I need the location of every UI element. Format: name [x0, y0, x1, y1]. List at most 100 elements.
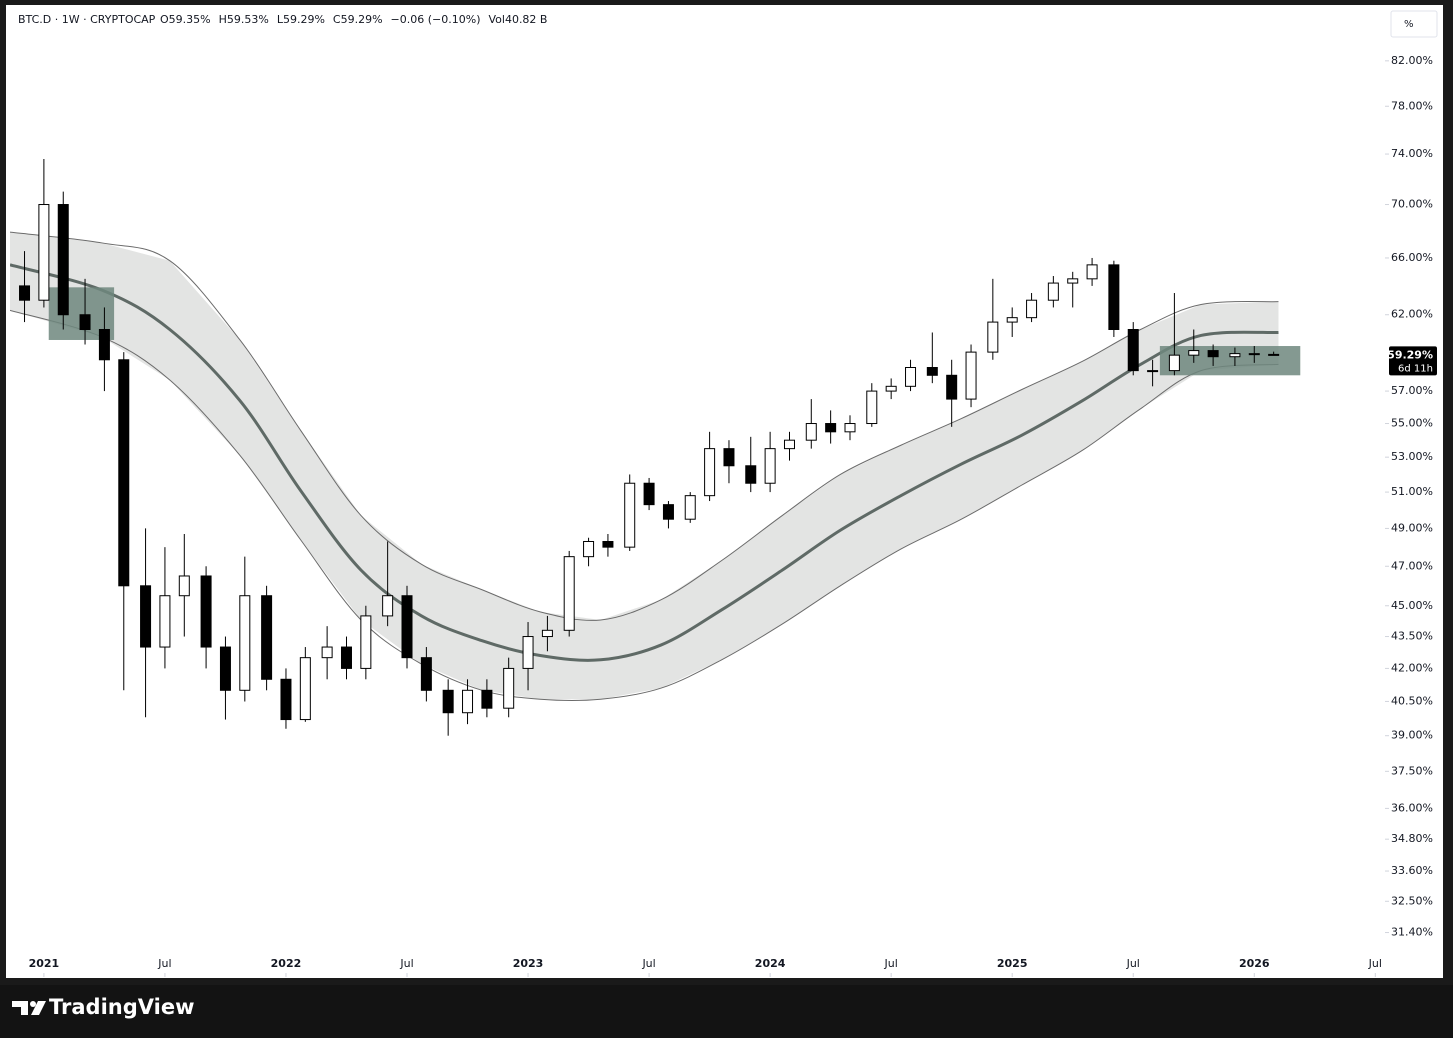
ohlc-value: O59.35% [160, 13, 211, 26]
candle-body [98, 328, 110, 361]
candle-body [200, 575, 212, 648]
candle-body [118, 359, 130, 587]
candle-body [624, 482, 636, 548]
x-tick-label: Jul [157, 957, 171, 970]
y-tick-label: 34.80% [1391, 832, 1433, 845]
x-tick-label: Jul [884, 957, 898, 970]
candle-body [1127, 328, 1139, 372]
x-tick-label: Jul [399, 957, 413, 970]
candle-body [866, 390, 878, 425]
axes: 82.00% 78.00% 74.00% 70.00% 66.00% 62.00% 57.0… [29, 54, 1437, 977]
countdown-label: 6d 11h [1398, 363, 1433, 374]
x-tick-label: Jul [1368, 957, 1382, 970]
candle-body [1268, 353, 1280, 356]
candle-body [299, 657, 311, 721]
candle-body [1026, 299, 1038, 319]
candle-body [261, 595, 273, 680]
band-upper [10, 231, 1279, 621]
chart-title: BTC.D · 1W · CRYPTOCAP [18, 13, 156, 26]
x-tick-label: 2021 [29, 957, 60, 970]
chart-panel [6, 5, 1443, 978]
y-tick-label: 82.00% [1391, 54, 1433, 67]
x-tick-label: 2026 [1239, 957, 1270, 970]
x-tick-label: Jul [641, 957, 655, 970]
footer [0, 985, 1453, 1038]
change-value: −0.06 (−0.10%) [391, 13, 481, 26]
candle-body [401, 595, 413, 659]
candle-body [905, 367, 917, 387]
y-tick-label: 70.00% [1391, 198, 1433, 211]
zone [1159, 346, 1301, 376]
candle-body [965, 351, 977, 400]
candle-body [321, 646, 333, 659]
plot-area [10, 158, 1301, 736]
candle-body [885, 385, 897, 392]
ohlc-value: L59.29% [277, 13, 325, 26]
candle-body [764, 448, 776, 484]
candle-body [602, 540, 614, 548]
candle-body [1086, 264, 1098, 280]
y-tick-label: 33.60% [1391, 864, 1433, 877]
volume-value: Vol40.82 B [488, 13, 547, 26]
candle-body [684, 495, 696, 520]
ohlc-value: C59.29% [333, 13, 383, 26]
candle-body [79, 314, 91, 330]
candle-body [219, 646, 231, 691]
y-tick-label: 55.00% [1391, 417, 1433, 430]
brand-logo [12, 1001, 46, 1015]
y-tick-label: 57.00% [1391, 384, 1433, 397]
y-tick-label: 32.50% [1391, 894, 1433, 907]
brand: TradingView [49, 995, 194, 1019]
last-price-label: 59.29% [1387, 348, 1433, 361]
y-tick-label: 43.50% [1391, 630, 1433, 643]
y-tick-label: 78.00% [1391, 99, 1433, 112]
y-tick-label: 51.00% [1391, 485, 1433, 498]
candle-body [280, 678, 292, 721]
candle-body [38, 204, 50, 301]
candle-body [239, 595, 251, 691]
candle-body [360, 615, 372, 669]
legend-values: O59.35% H59.53% L59.29% C59.29% −0.06 (−0.10… [160, 13, 547, 26]
candle-body [522, 636, 534, 669]
y-tick-label: 62.00% [1391, 308, 1433, 321]
x-tick-label: 2024 [755, 957, 786, 970]
candle-body [178, 575, 190, 597]
x-tick-label: 2022 [271, 957, 302, 970]
y-tick-label: 39.00% [1391, 729, 1433, 742]
scale-button[interactable] [1390, 10, 1438, 38]
candle-body [1229, 353, 1241, 358]
candle-body [1047, 282, 1059, 301]
x-tick-label: 2025 [997, 957, 1028, 970]
candle-body [745, 465, 757, 484]
y-tick-label: 53.00% [1391, 450, 1433, 463]
x-tick-label: 2023 [513, 957, 544, 970]
candle-body [1067, 278, 1079, 284]
candle-body [541, 629, 553, 638]
candle-body [420, 657, 432, 691]
y-tick-label: 31.40% [1391, 926, 1433, 939]
candle-body [723, 448, 735, 467]
candle-body [643, 482, 655, 506]
band-fill [10, 232, 1279, 700]
candle-body [926, 367, 938, 376]
candle-body [805, 423, 817, 441]
candle-body [1108, 264, 1120, 330]
y-tick-label: 47.00% [1391, 559, 1433, 572]
candle-body [704, 448, 716, 497]
candle-body [1168, 354, 1180, 372]
candle-body [462, 689, 474, 714]
y-tick-label: 49.00% [1391, 521, 1433, 534]
candle-body [946, 374, 958, 400]
y-tick-label: 42.00% [1391, 661, 1433, 674]
candle-body [844, 423, 856, 433]
candle-body [987, 321, 999, 353]
y-tick-label: 40.50% [1391, 694, 1433, 707]
candle-body [662, 504, 674, 520]
band-middle [10, 263, 1279, 662]
scale-button-label[interactable]: % [1404, 19, 1414, 30]
candle-body [382, 595, 394, 617]
last-price-box [1389, 346, 1437, 376]
candle-body [825, 423, 837, 433]
candle-body [783, 439, 795, 450]
